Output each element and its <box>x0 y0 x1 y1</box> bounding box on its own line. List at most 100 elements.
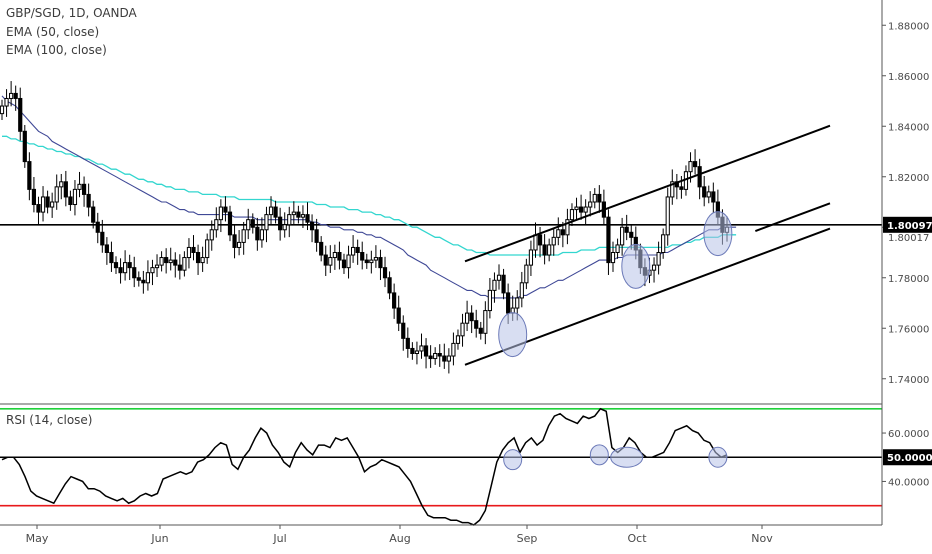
candle <box>13 85 18 111</box>
candle-body <box>68 196 73 206</box>
candle-body <box>328 257 333 266</box>
candle-body <box>528 249 534 266</box>
candle-body <box>661 234 666 253</box>
candle-body <box>369 259 374 264</box>
candle-body <box>547 244 552 256</box>
candle-body <box>45 196 50 208</box>
candle <box>18 87 23 141</box>
candle-body <box>469 312 474 322</box>
candle <box>528 240 534 276</box>
candle <box>323 245 328 276</box>
candle-body <box>273 206 278 218</box>
candle <box>150 259 155 286</box>
price-tick-label: 1.86000 <box>888 72 929 83</box>
candle <box>656 241 661 275</box>
price-tick-label: 1.88000 <box>888 21 929 32</box>
candle <box>620 217 625 256</box>
candle-body <box>455 335 461 344</box>
time-tick-label: Oct <box>627 532 647 545</box>
candle-body <box>401 322 406 339</box>
candle <box>118 258 123 284</box>
candle <box>547 238 552 262</box>
candle <box>382 256 388 288</box>
candle <box>711 182 716 213</box>
candle-body <box>387 277 392 294</box>
candle-body <box>460 322 465 337</box>
candle-body <box>697 166 702 188</box>
candle <box>123 250 128 281</box>
rsi-legend: RSI (14, close) <box>6 413 93 427</box>
price-tick-label: 1.84000 <box>888 122 929 133</box>
candle <box>565 208 570 245</box>
candle <box>474 309 479 338</box>
candle-body <box>296 211 301 218</box>
candle-body <box>50 201 55 208</box>
time-tick-label: Jun <box>150 532 168 545</box>
candle-body <box>496 274 502 281</box>
candle-body <box>36 204 41 213</box>
candle-body <box>446 355 451 362</box>
candle-body <box>451 342 456 357</box>
candle <box>446 348 451 374</box>
candle-body <box>624 226 629 233</box>
candle <box>433 347 438 365</box>
candle-body <box>670 181 675 198</box>
candle-body <box>72 188 78 206</box>
candle <box>168 247 173 271</box>
candle <box>574 197 579 221</box>
candle <box>442 343 447 369</box>
candle <box>487 278 492 319</box>
candle-body <box>442 355 447 362</box>
candle <box>670 169 675 205</box>
ellipse-marker <box>621 243 651 289</box>
candle <box>692 149 698 175</box>
candle <box>195 244 201 275</box>
candle <box>437 344 442 367</box>
candle <box>113 256 119 274</box>
candle-body <box>592 193 597 203</box>
channel-line <box>754 202 831 232</box>
candle <box>268 196 274 224</box>
price-tick-label: 1.82000 <box>888 173 929 184</box>
candle-body <box>9 92 14 99</box>
candle <box>578 194 584 220</box>
candle-body <box>332 252 337 259</box>
candle-body <box>524 264 529 284</box>
candle-body <box>86 193 91 208</box>
candle-body <box>54 186 59 203</box>
candle-body <box>113 262 119 269</box>
candle <box>464 300 470 332</box>
candle-body <box>556 229 561 238</box>
candle <box>127 254 132 281</box>
rsi-ellipse-marker <box>610 446 644 468</box>
candle <box>674 173 679 200</box>
candle <box>173 252 178 278</box>
candle-body <box>506 292 511 314</box>
candle-body <box>31 188 37 206</box>
candle-body <box>214 219 219 231</box>
candle-body <box>323 254 328 266</box>
candle-body <box>542 244 547 256</box>
candle <box>401 315 406 351</box>
candle-body <box>702 186 707 198</box>
candle-body <box>574 206 579 211</box>
candle-body <box>154 264 160 269</box>
candle <box>40 186 46 222</box>
candle <box>588 191 593 217</box>
candle-body <box>314 229 319 243</box>
candle <box>250 213 255 234</box>
candle-body <box>4 97 9 107</box>
candle-body <box>433 353 438 360</box>
candle <box>300 205 306 229</box>
candle-body <box>551 236 556 246</box>
candle <box>186 238 192 269</box>
candle-body <box>378 257 383 269</box>
candle-body <box>665 196 670 236</box>
candle-body <box>77 183 82 190</box>
candle-body <box>164 257 169 264</box>
candle-body <box>656 252 661 266</box>
candle <box>100 219 105 253</box>
candle <box>551 228 556 256</box>
rsi-line <box>1 407 728 526</box>
last-value-label: 1.80017 <box>888 233 929 244</box>
